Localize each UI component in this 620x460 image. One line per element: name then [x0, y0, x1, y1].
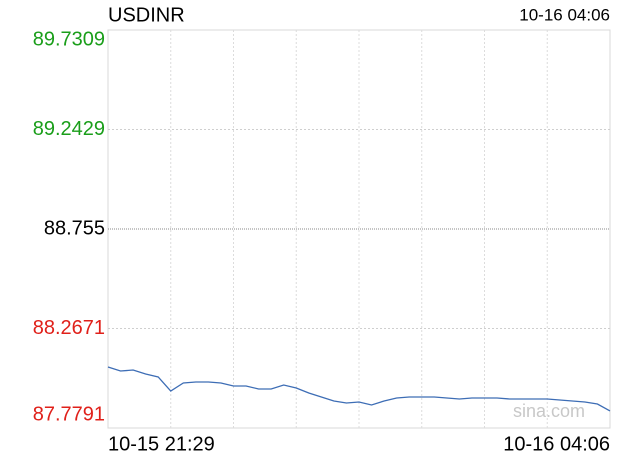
x-tick-label: 10-15 21:29: [108, 433, 215, 455]
y-tick-label: 88.2671: [33, 317, 105, 339]
y-tick-label: 88.755: [44, 217, 105, 239]
y-tick-label: 89.7309: [33, 28, 105, 50]
price-line: [107, 366, 611, 412]
y-tick-label: 87.7791: [33, 403, 105, 425]
x-tick-label: 10-16 04:06: [503, 433, 610, 455]
chart-title: USDINR: [108, 4, 185, 26]
watermark: sina.com: [513, 401, 585, 421]
timestamp: 10-16 04:06: [519, 5, 610, 24]
y-tick-label: 89.2429: [33, 118, 105, 140]
